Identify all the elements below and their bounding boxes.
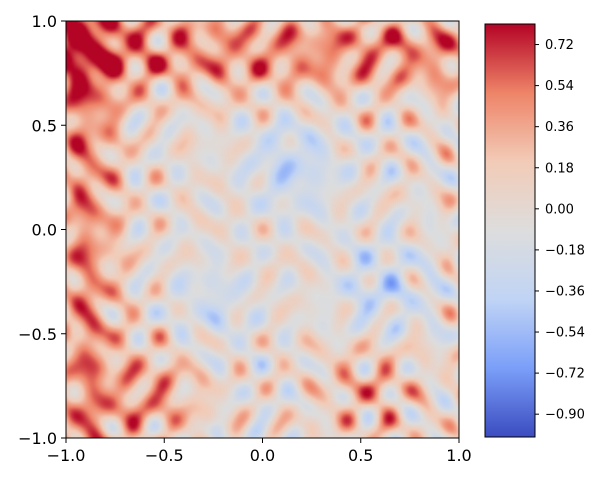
x-tick-label: 0.5 [348, 446, 373, 465]
colorbar-tick-label: −0.36 [545, 284, 585, 299]
x-axis-ticks: −1.0 −0.5 0.0 0.5 1.0 [47, 438, 472, 465]
colorbar-tick-label: 0.72 [545, 38, 574, 53]
colorbar-tick-label: 0.18 [545, 161, 574, 176]
colorbar-tick-label: −0.18 [545, 243, 585, 258]
y-tick-label: 1.0 [32, 12, 57, 31]
colorbar-ticks: 0.72 0.54 0.36 0.18 0.00 −0.18 −0.36 −0.54 −0.72… [535, 38, 585, 423]
y-tick-label: −1.0 [18, 429, 57, 448]
y-axis-ticks: −1.0 −0.5 0.0 0.5 1.0 [18, 12, 66, 448]
x-tick-label: 0.0 [250, 446, 275, 465]
heatmap-axes: −1.0 −0.5 0.0 0.5 1.0 −1.0 −0.5 0.0 0.5 1.0 [18, 12, 472, 465]
colorbar-tick-label: −0.54 [545, 326, 585, 341]
y-tick-label: −0.5 [18, 325, 57, 344]
colorbar-tick-label: 0.36 [545, 120, 574, 135]
colorbar-gradient [485, 24, 535, 437]
heatmap-image [66, 21, 459, 438]
colorbar-tick-label: −0.72 [545, 367, 585, 382]
colorbar-frame [484, 23, 536, 438]
x-tick-label: 1.0 [446, 446, 471, 465]
x-tick-label: −0.5 [145, 446, 184, 465]
y-tick-label: 0.5 [32, 116, 57, 135]
colorbar-tick-label: 0.54 [545, 79, 574, 94]
colorbar-tick-label: −0.90 [545, 408, 585, 423]
colorbar-tick-label: 0.00 [545, 202, 574, 217]
y-tick-label: 0.0 [32, 221, 57, 240]
x-tick-label: −1.0 [47, 446, 86, 465]
colorbar: 0.72 0.54 0.36 0.18 0.00 −0.18 −0.36 −0.54 −0.72… [484, 23, 585, 438]
